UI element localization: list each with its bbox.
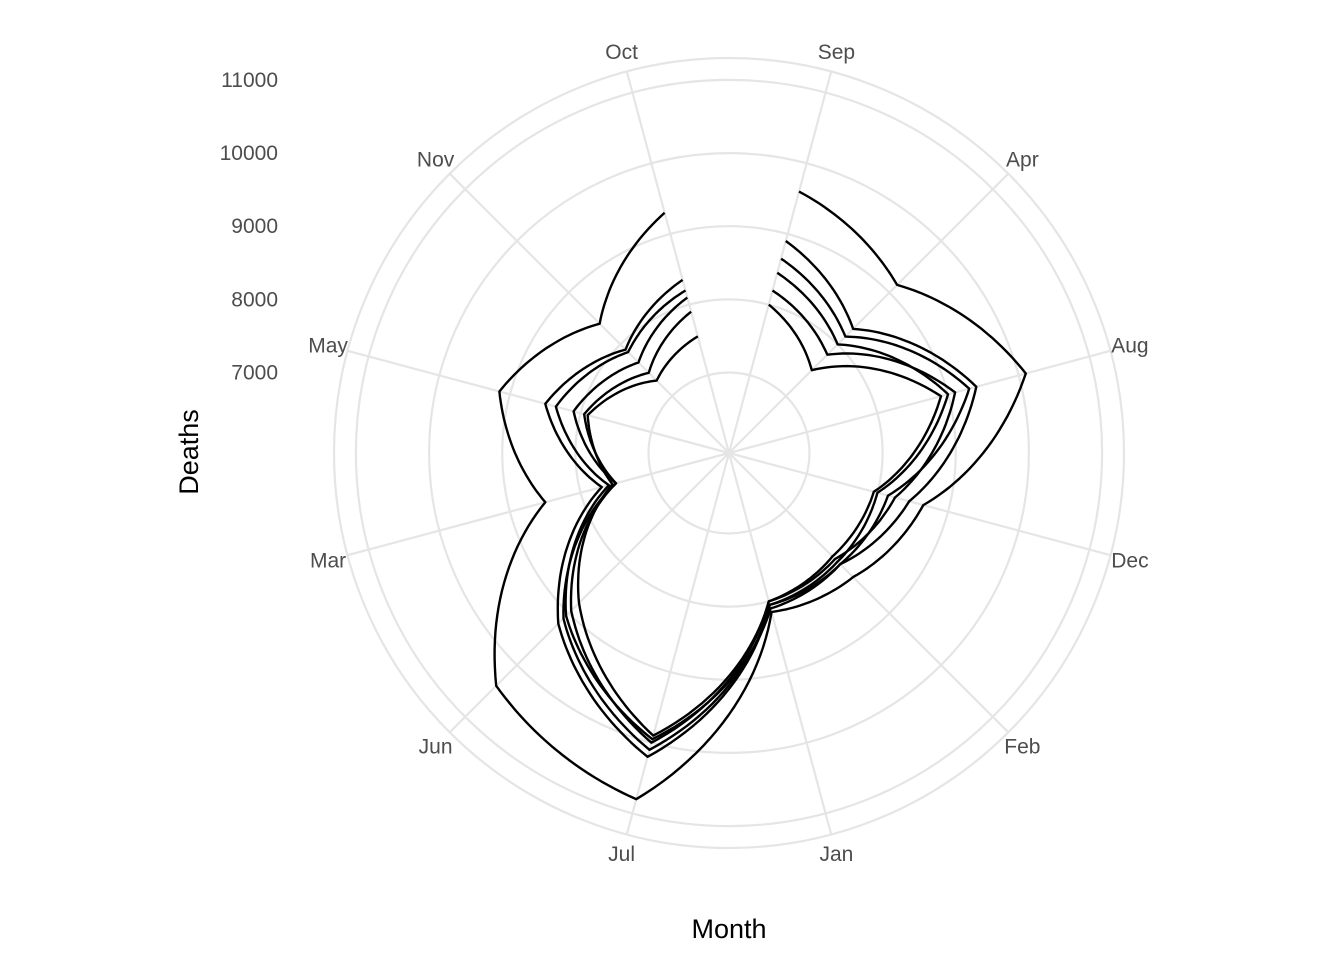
x-tick-label-mar: Mar [310, 549, 346, 572]
spoke-mar [347, 451, 730, 557]
label-layer: 7000 8000 9000 10000 11000 Sep Apr Aug Dec Feb Jan… [220, 41, 1149, 866]
y-tick-label: 10000 [220, 142, 278, 165]
grid-layer [332, 56, 1126, 850]
spoke-feb [728, 452, 1010, 734]
grid-circle-11000 [354, 78, 1104, 828]
grid-circle-8000 [574, 298, 884, 608]
x-tick-label-dec: Dec [1111, 549, 1148, 572]
series-layer [493, 190, 1027, 801]
spoke-nov [448, 172, 730, 454]
x-tick-label-jul: Jul [608, 843, 635, 866]
spoke-dec [728, 451, 1111, 557]
x-tick-label-may: May [308, 335, 348, 358]
spoke-oct [625, 71, 731, 454]
spoke-may [347, 349, 730, 455]
y-tick-label: 9000 [231, 215, 278, 238]
x-axis-title: Month [691, 914, 766, 944]
x-tick-label-jun: Jun [419, 735, 453, 758]
series-line-4 [562, 271, 950, 751]
x-tick-label-feb: Feb [1004, 735, 1040, 758]
spoke-jan [727, 452, 833, 835]
spoke-jun [448, 452, 730, 734]
series-line-1 [493, 190, 1027, 801]
series-line-2 [544, 240, 978, 758]
y-tick-label: 11000 [221, 69, 278, 92]
x-tick-label-sep: Sep [818, 41, 855, 64]
x-tick-label-nov: Nov [417, 149, 455, 172]
series-line-6 [576, 303, 943, 737]
spoke-jul [625, 452, 731, 835]
y-tick-label: 8000 [231, 288, 278, 311]
grid-circle-7000 [647, 371, 811, 535]
x-tick-label-oct: Oct [605, 41, 638, 64]
spoke-sep [727, 71, 833, 454]
spoke-aug [728, 349, 1111, 455]
series-line-5 [569, 289, 957, 744]
spoke-apr [728, 172, 1010, 454]
y-tick-label: 7000 [231, 362, 278, 385]
grid-circle-outer [332, 56, 1126, 850]
x-tick-label-jan: Jan [819, 843, 853, 866]
x-tick-label-aug: Aug [1111, 335, 1148, 358]
x-tick-label-apr: Apr [1006, 149, 1039, 172]
y-axis-title: Deaths [174, 409, 204, 495]
grid-circle-10000 [428, 152, 1030, 754]
